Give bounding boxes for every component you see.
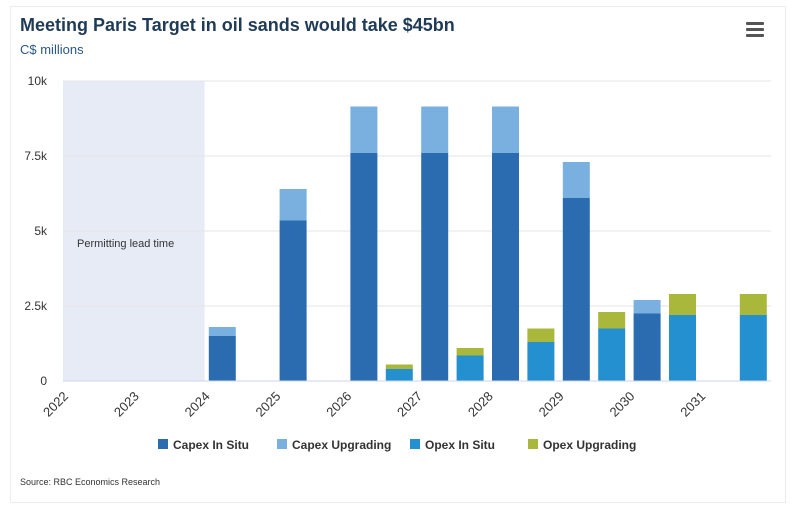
y-tick-label: 5k bbox=[34, 224, 48, 238]
bar-opex-upgrading bbox=[456, 348, 484, 356]
bar-capex-upgrading bbox=[492, 106, 519, 153]
bar-capex-upgrading bbox=[350, 106, 378, 153]
legend-swatch bbox=[528, 439, 538, 449]
bar-opex-in-situ bbox=[456, 355, 484, 381]
bar-capex-in-situ bbox=[208, 336, 236, 381]
y-tick-label: 2.5k bbox=[24, 299, 48, 313]
menu-icon[interactable] bbox=[746, 22, 764, 38]
y-tick-label: 0 bbox=[40, 374, 47, 388]
bar-capex-in-situ bbox=[562, 198, 590, 381]
bar-opex-upgrading bbox=[385, 364, 413, 369]
x-tick-label: 2025 bbox=[252, 389, 283, 420]
bar-capex-upgrading bbox=[421, 106, 449, 153]
x-tick-label: 2023 bbox=[111, 389, 142, 420]
bar-opex-in-situ bbox=[669, 315, 696, 381]
bar-opex-in-situ bbox=[598, 328, 626, 381]
bar-opex-upgrading bbox=[739, 294, 767, 315]
bar-capex-in-situ bbox=[350, 153, 378, 381]
bar-capex-upgrading bbox=[279, 189, 307, 221]
x-tick-label: 2030 bbox=[606, 389, 637, 420]
bar-opex-in-situ bbox=[385, 369, 413, 381]
chart-subtitle: C$ millions bbox=[20, 42, 84, 57]
bar-opex-upgrading bbox=[669, 294, 696, 315]
y-tick-label: 10k bbox=[28, 74, 48, 88]
legend-label: Capex Upgrading bbox=[292, 438, 391, 452]
bar-capex-upgrading bbox=[633, 300, 661, 314]
bar-capex-upgrading bbox=[208, 327, 236, 336]
x-tick-label: 2028 bbox=[465, 389, 496, 420]
bar-opex-in-situ bbox=[739, 315, 767, 381]
x-tick-label: 2029 bbox=[536, 389, 567, 420]
bar-capex-in-situ bbox=[279, 220, 307, 381]
y-tick-label: 7.5k bbox=[24, 149, 48, 163]
bar-capex-in-situ bbox=[633, 313, 661, 381]
legend-swatch bbox=[410, 439, 420, 449]
legend-swatch bbox=[158, 439, 168, 449]
legend-label: Opex Upgrading bbox=[543, 438, 636, 452]
legend-label: Opex In Situ bbox=[425, 438, 495, 452]
x-tick-label: 2022 bbox=[40, 389, 71, 420]
bar-capex-upgrading bbox=[562, 162, 590, 198]
plot-band-label: Permitting lead time bbox=[77, 238, 174, 250]
bar-opex-in-situ bbox=[527, 342, 555, 381]
bar-capex-in-situ bbox=[421, 153, 449, 381]
source-note: Source: RBC Economics Research bbox=[20, 477, 161, 487]
bar-capex-in-situ bbox=[492, 153, 519, 381]
bar-opex-upgrading bbox=[598, 312, 626, 329]
legend-swatch bbox=[277, 439, 287, 449]
bar-opex-upgrading bbox=[527, 328, 555, 342]
legend-label: Capex In Situ bbox=[173, 438, 249, 452]
x-tick-label: 2026 bbox=[323, 389, 354, 420]
x-tick-label: 2031 bbox=[677, 389, 708, 420]
x-tick-label: 2027 bbox=[394, 389, 425, 420]
chart-title: Meeting Paris Target in oil sands would … bbox=[20, 15, 455, 35]
x-tick-label: 2024 bbox=[182, 389, 213, 420]
